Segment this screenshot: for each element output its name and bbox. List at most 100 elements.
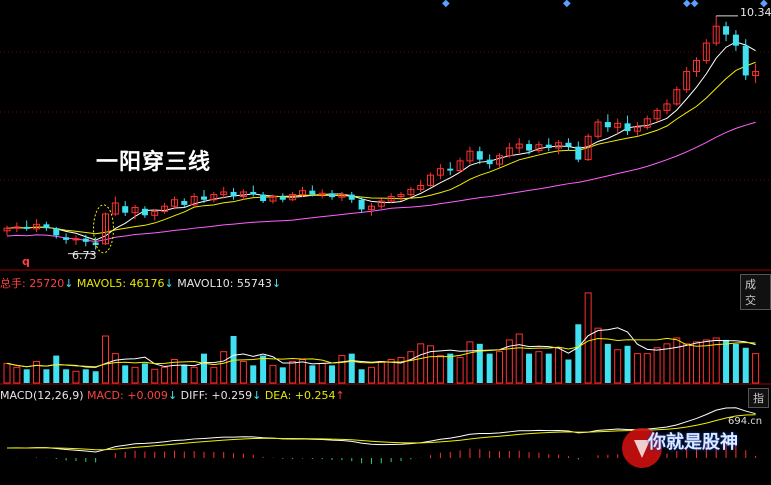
candle-body [545, 144, 552, 148]
candle-body [250, 191, 257, 195]
candle-body [447, 168, 454, 171]
candle-body [407, 188, 415, 196]
dea-line [6, 414, 756, 451]
low-price-label: 6.73 [72, 249, 97, 262]
volume-bar [190, 366, 198, 384]
volume-bar [13, 366, 21, 384]
marker-label: q [22, 255, 30, 268]
candle-body [72, 238, 80, 241]
candle-body [102, 213, 109, 245]
volume-bar [122, 365, 129, 383]
top-diamond-icon: ◆ [563, 0, 571, 9]
candle-body [565, 142, 572, 147]
candle-body [190, 196, 198, 206]
volume-bar [309, 365, 316, 383]
candle-body [397, 194, 405, 197]
candle-body [604, 122, 611, 128]
candle-body [230, 191, 237, 197]
volume-bars [3, 292, 760, 384]
candle-body [239, 191, 247, 197]
volume-bar [584, 292, 592, 384]
volume-bar [712, 337, 720, 384]
volume-bar [151, 368, 159, 384]
candle-body [526, 144, 533, 151]
volume-bar [575, 324, 582, 383]
candle-body [456, 160, 464, 172]
candle-body [575, 146, 582, 160]
volume-bar [732, 343, 739, 383]
volume-bar [279, 367, 286, 383]
candle-body [63, 237, 70, 240]
volume-bar [486, 353, 493, 383]
volume-bar [318, 362, 326, 384]
candle-body [43, 224, 50, 229]
volume-bar [427, 345, 435, 384]
mavol10-value: MAVOL10: 55743 [177, 277, 272, 290]
volume-bar [338, 355, 346, 384]
candle-body [23, 226, 30, 229]
volume-bar [33, 360, 41, 384]
volume-ma-lines [6, 327, 756, 368]
volume-bar [131, 366, 139, 384]
pattern-title: 一阳穿三线 [96, 149, 212, 175]
candle-body [260, 194, 267, 202]
candle-body [466, 150, 474, 162]
volume-tab[interactable]: 成交 [740, 274, 771, 310]
watermark-text: 你就是股神 [648, 432, 738, 453]
candle-body [535, 144, 543, 152]
macd-histogram [16, 437, 757, 464]
candle-body [505, 147, 513, 157]
candle-body [220, 191, 228, 196]
candle-body [348, 194, 355, 200]
volume-bar [496, 351, 503, 384]
candle-body [633, 126, 641, 132]
candle-body [614, 122, 622, 128]
volume-bar [170, 359, 178, 384]
chart-annotations [68, 15, 738, 255]
candle-body [13, 226, 21, 229]
candlestick-series [3, 15, 760, 250]
indicator-tab[interactable]: 指 [748, 388, 769, 408]
breakout-ellipse [93, 204, 114, 254]
candle-body [712, 25, 720, 44]
candle-body [33, 223, 41, 230]
candle-body [338, 194, 346, 198]
volume-header: 总手: 25720↓ MAVOL5: 46176↓ MAVOL10: 55743… [0, 277, 282, 290]
volume-bar [377, 360, 385, 384]
volume-bar [289, 360, 297, 384]
volume-bar [43, 369, 50, 383]
macd-params: MACD(12,26,9) [0, 389, 84, 402]
mavol5-value: MAVOL5: 46176 [76, 277, 165, 290]
high-price-label: 10.34 [740, 6, 771, 19]
diff-line [6, 407, 756, 453]
ma10-line [6, 61, 756, 235]
volume-bar [594, 327, 602, 384]
candle-body [555, 142, 563, 149]
candle-body [53, 228, 60, 236]
volume-bar [555, 347, 563, 384]
volume-bar [693, 341, 700, 384]
candle-body [210, 194, 218, 201]
candle-body [358, 199, 365, 210]
volume-bar [230, 336, 237, 383]
volume-bar [239, 360, 247, 384]
candle-body [122, 206, 129, 213]
volume-bar [417, 343, 425, 384]
volume-bar [526, 353, 533, 383]
volume-bar [614, 349, 622, 384]
volume-bar [367, 366, 375, 384]
candle-body [594, 121, 602, 137]
volume-bar [260, 355, 267, 383]
total-volume: 总手: 25720 [0, 277, 65, 290]
macd-value: MACD: +0.009 [87, 389, 168, 402]
top-diamond-icon: ◆ [760, 0, 768, 9]
volume-bar [387, 359, 395, 384]
candle-body [299, 190, 306, 196]
volume-bar [72, 370, 80, 384]
volume-bar [329, 365, 336, 383]
volume-bar [299, 359, 306, 384]
macd-header: MACD(12,26,9) MACD: +0.009↓ DIFF: +0.259… [0, 389, 345, 402]
candle-body [131, 207, 139, 214]
volume-bar [220, 351, 228, 384]
